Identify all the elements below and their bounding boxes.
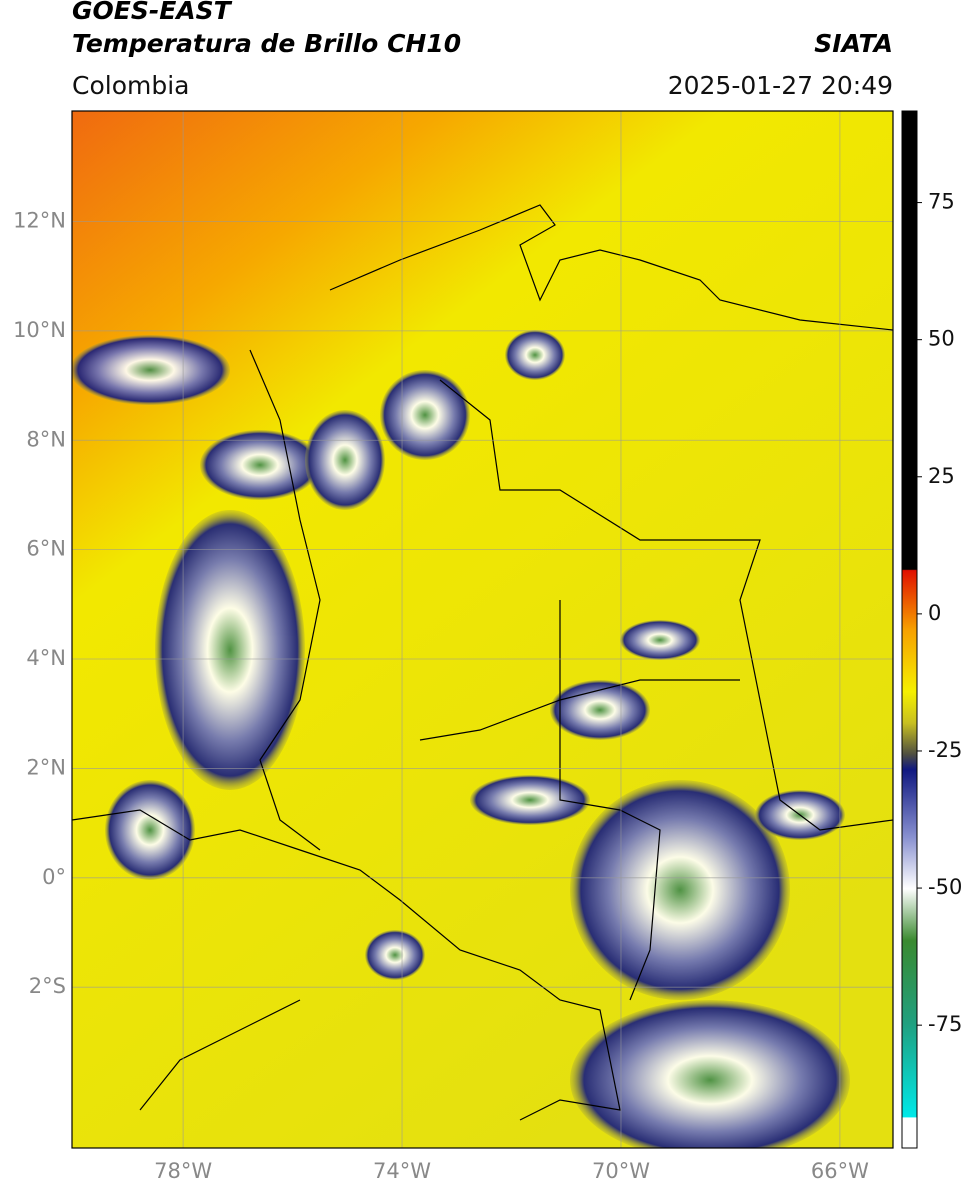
lat-label: 4°N bbox=[26, 646, 66, 670]
lat-label: 8°N bbox=[26, 427, 66, 451]
map-frame bbox=[71, 110, 894, 1149]
lat-label: 2°N bbox=[26, 755, 66, 779]
graticule bbox=[72, 111, 893, 1148]
lat-label: 12°N bbox=[13, 208, 66, 232]
source: SIATA bbox=[814, 29, 893, 58]
colorbar-label: 75 bbox=[928, 190, 955, 214]
lon-label: 78°W bbox=[154, 1159, 212, 1183]
region: Colombia bbox=[72, 71, 189, 100]
subtitle: Temperatura de Brillo CH10 bbox=[72, 29, 461, 58]
colorbar-label: 25 bbox=[928, 464, 955, 488]
colorbar-label: 50 bbox=[928, 327, 955, 351]
lat-label: 10°N bbox=[13, 318, 66, 342]
colorbar-label: -75 bbox=[928, 1012, 962, 1036]
lat-label: 2°S bbox=[29, 974, 66, 998]
map-image bbox=[72, 111, 893, 1148]
lat-label: 0° bbox=[42, 865, 66, 889]
colorbar bbox=[901, 110, 918, 1149]
lon-label: 66°W bbox=[811, 1159, 869, 1183]
colorbar-label: -50 bbox=[928, 875, 962, 899]
lat-label: 6°N bbox=[26, 537, 66, 561]
colorbar-label: -25 bbox=[928, 738, 962, 762]
lon-label: 74°W bbox=[373, 1159, 431, 1183]
colorbar-label: 0 bbox=[928, 601, 941, 625]
title: GOES-EAST bbox=[72, 0, 233, 25]
lon-label: 70°W bbox=[592, 1159, 650, 1183]
datetime: 2025-01-27 20:49 bbox=[668, 71, 893, 100]
